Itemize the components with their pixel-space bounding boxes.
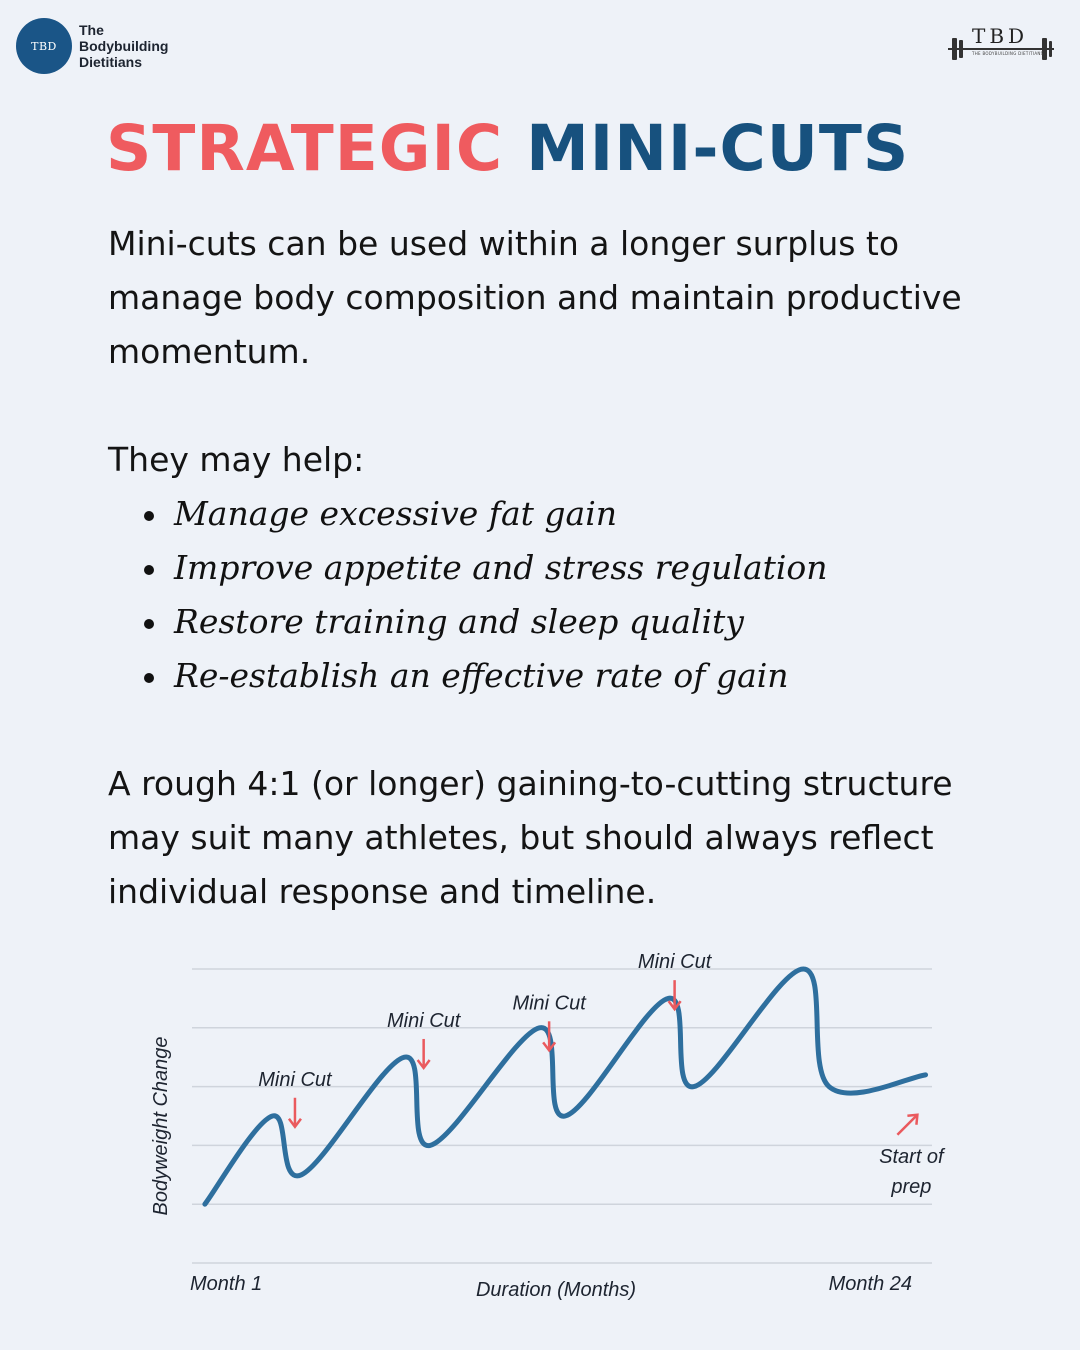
arrow-head	[667, 1000, 682, 1012]
annotation-1: Mini Cut	[258, 1069, 333, 1129]
annotation-label: Start of	[879, 1146, 946, 1168]
annotation-2: Mini Cut	[387, 1010, 462, 1071]
annotation-5: Start of prep	[879, 1113, 946, 1198]
closing-paragraph: A rough 4:1 (or longer) gaining-to-cutti…	[108, 764, 953, 911]
benefit-item: Restore training and sleep quality	[108, 595, 828, 649]
x-axis-label: Duration (Months)	[476, 1279, 636, 1301]
annotation-label: Mini Cut	[258, 1069, 333, 1091]
brand-name: The Bodybuilding Dietitians	[79, 22, 169, 70]
barbell-plate-left	[952, 38, 957, 60]
page-title: STRATEGIC MINI-CUTS	[106, 112, 909, 185]
x-tick-label-end: Month 24	[829, 1273, 912, 1295]
bodyweight-chart: Mini Cut Mini Cut Mini Cut Mini Cut Start of…	[150, 951, 946, 1301]
barbell-plate-left-inner	[959, 40, 963, 58]
benefit-item: Re-establish an effective rate of gain	[108, 649, 828, 703]
benefit-item: Manage excessive fat gain	[108, 487, 828, 541]
y-axis-label: Bodyweight Change	[150, 1036, 172, 1215]
logo-tagline: THE BODYBUILDING DIETITIANS	[972, 51, 1044, 56]
chart-grid	[192, 968, 932, 1264]
annotation-4: Mini Cut	[638, 951, 713, 1012]
chart-annotations: Mini Cut Mini Cut Mini Cut Mini Cut Start of…	[258, 951, 946, 1198]
annotation-label: Mini Cut	[387, 1010, 462, 1032]
x-tick-label-start: Month 1	[190, 1273, 262, 1295]
annotation-label: Mini Cut	[638, 951, 713, 973]
logo-letters: TBD	[972, 24, 1029, 48]
title-part-1: STRATEGIC	[106, 112, 504, 185]
annotation-label: Mini Cut	[512, 992, 587, 1014]
tbd-barbell-logo: TBD THE BODYBUILDING DIETITIANS	[948, 24, 1058, 64]
barbell-bar	[948, 48, 1054, 50]
barbell-plate-right	[1042, 38, 1047, 60]
arrow-head	[542, 1041, 557, 1053]
arrow-up-right-icon	[896, 1113, 919, 1136]
brand-badge: TBD	[16, 18, 72, 74]
arrow-head	[907, 1113, 919, 1125]
intro-paragraph: Mini-cuts can be used within a longer su…	[108, 224, 962, 371]
fork-icon	[1049, 41, 1052, 57]
benefits-list: Manage excessive fat gain Improve appeti…	[108, 487, 828, 703]
annotation-3: Mini Cut	[512, 992, 587, 1053]
brand-logo: TBD The Bodybuilding Dietitians	[16, 18, 168, 74]
benefit-item: Improve appetite and stress regulation	[108, 541, 828, 595]
annotation-label: prep	[890, 1176, 931, 1198]
arrow-head	[287, 1118, 302, 1129]
benefits-lead: They may help:	[108, 440, 365, 479]
title-part-2: MINI-CUTS	[526, 112, 910, 185]
arrow-head	[416, 1059, 431, 1071]
bodyweight-series-line	[202, 966, 929, 1207]
